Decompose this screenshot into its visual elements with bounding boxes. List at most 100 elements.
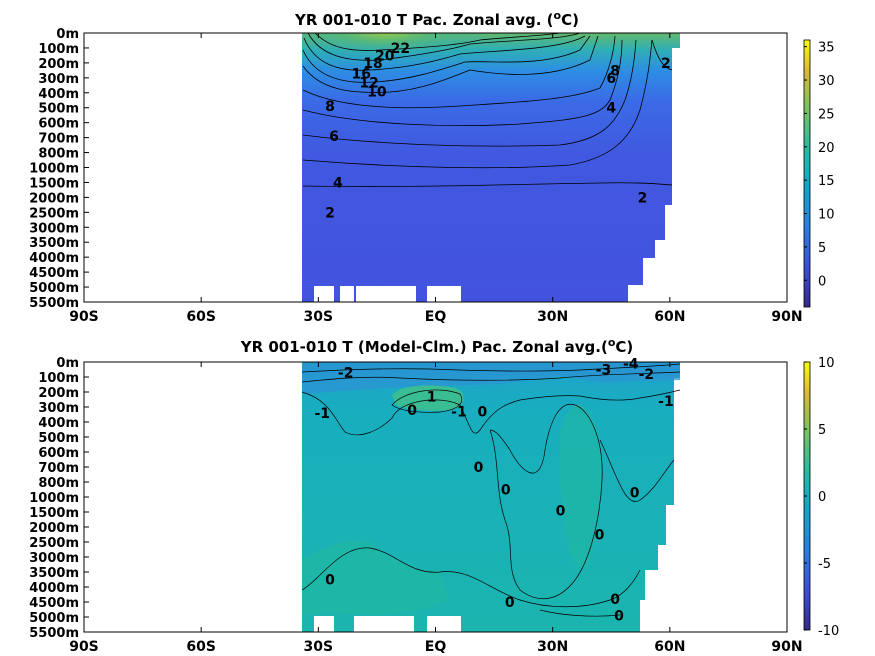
bottom-y-tick-label: 1500m: [29, 506, 79, 521]
bottom-y-tick-label: 700m: [38, 461, 79, 476]
bottom-x-tick-label: 60S: [186, 639, 216, 655]
bottom-contour-label: 0: [556, 504, 566, 520]
bottom-y-tick-label: 2500m: [29, 536, 79, 551]
bottom-panel: YR 001-010 T (Model-Clm.) Pac. Zonal avg…: [29, 336, 839, 655]
bottom-x-tick-label: 30S: [304, 639, 334, 655]
top-y-tick-label: 800m: [38, 147, 79, 162]
bottom-contour-label: 0: [325, 573, 335, 589]
top-chart-title: YR 001-010 T Pac. Zonal avg. (oC): [294, 9, 579, 29]
top-colorbar-tick-label: 10: [818, 208, 835, 223]
top-colorbar-tick-label: 30: [818, 74, 835, 89]
top-y-tick-label: 5500m: [29, 296, 79, 311]
bottom-y-tick-label: 300m: [38, 401, 79, 416]
top-y-tick-label: 1500m: [29, 176, 79, 191]
top-x-tick-label: 90N: [771, 309, 802, 325]
top-y-tick-label: 300m: [38, 72, 79, 87]
top-panel: YR 001-010 T Pac. Zonal avg. (oC) 222018…: [29, 9, 834, 325]
top-contour-label: 8: [610, 63, 620, 79]
bottom-contour-label: 0: [595, 528, 605, 544]
bottom-contour-label: 0: [505, 595, 515, 611]
top-y-tick-label: 3000m: [29, 221, 79, 236]
top-x-tick-label: 30N: [537, 309, 568, 325]
bottom-y-tick-label: 5000m: [29, 611, 79, 626]
top-contour-lines: [302, 32, 673, 187]
bottom-y-tick-label: 1000m: [29, 491, 79, 506]
bottom-contour-label: -1: [451, 405, 467, 421]
bottom-contour-label: -4: [623, 357, 639, 373]
top-y-tick-label: 2500m: [29, 206, 79, 221]
bottom-contour-label: -2: [338, 366, 354, 382]
bottom-colorbar-tick-label: -5: [818, 557, 831, 572]
bottom-contour-label: -3: [596, 363, 612, 379]
top-contour-label: 2: [325, 205, 335, 221]
top-contour-label: 6: [329, 129, 339, 145]
top-y-tick-label: 700m: [38, 132, 79, 147]
bottom-deep-patch: [302, 540, 450, 615]
top-colorbar-tick-label: 25: [818, 107, 835, 122]
bottom-seafloor-gap: [314, 616, 334, 632]
top-y-axis: 0m100m200m300m400m500m600m700m800m1000m1…: [29, 27, 89, 311]
top-x-tick-label: 90S: [69, 309, 99, 325]
bottom-chart-title: YR 001-010 T (Model-Clm.) Pac. Zonal avg…: [240, 336, 634, 356]
bottom-y-tick-label: 600m: [38, 446, 79, 461]
bottom-contour-label: -1: [658, 394, 674, 410]
bottom-contour-label: 0: [610, 592, 620, 608]
bottom-y-tick-label: 100m: [38, 371, 79, 386]
top-seafloor-gap: [340, 286, 354, 302]
top-contour-label: 22: [391, 41, 410, 57]
top-contour-label: 18: [363, 56, 382, 72]
bottom-y-tick-label: 3500m: [29, 566, 79, 581]
top-y-tick-label: 2000m: [29, 191, 79, 206]
top-colorbar-tick-label: 20: [818, 141, 835, 156]
bottom-y-tick-label: 3000m: [29, 551, 79, 566]
bottom-contour-label: 0: [474, 460, 484, 476]
bottom-contour-label: 1: [427, 390, 437, 406]
top-x-axis: 90S 60S 30S EQ 30N 60N 90N: [69, 33, 803, 325]
top-x-tick-label: 60N: [654, 309, 685, 325]
top-contour-label: 20: [375, 48, 395, 64]
top-seafloor-gap: [356, 286, 416, 302]
top-contour-label: 10: [367, 84, 387, 100]
bottom-y-tick-label: 4500m: [29, 596, 79, 611]
bottom-y-tick-label: 200m: [38, 386, 79, 401]
bottom-seafloor-gap: [354, 616, 414, 632]
bottom-y-tick-label: 5500m: [29, 626, 79, 641]
top-y-tick-label: 600m: [38, 117, 79, 132]
bottom-y-tick-label: 4000m: [29, 581, 79, 596]
bottom-contour-label: 0: [630, 486, 640, 502]
bottom-contour-label: 0: [501, 483, 511, 499]
top-y-tick-label: 4000m: [29, 251, 79, 266]
bottom-seafloor-gap: [427, 616, 461, 632]
top-seafloor-gap: [314, 286, 334, 302]
bottom-warm-anomaly: [392, 385, 464, 411]
top-y-tick-label: 100m: [38, 42, 79, 57]
top-contour-label: 16: [352, 66, 371, 82]
bottom-y-tick-label: 2000m: [29, 521, 79, 536]
bottom-x-tick-label: 60N: [654, 639, 685, 655]
bottom-x-axis: 90S 60S 30S EQ 30N 60N 90N: [69, 362, 803, 655]
bottom-y-tick-label: 500m: [38, 431, 79, 446]
top-y-tick-label: 500m: [38, 102, 79, 117]
bottom-y-tick-label: 400m: [38, 416, 79, 431]
top-x-tick-label: EQ: [425, 309, 447, 325]
top-colorbar: [803, 39, 811, 308]
top-y-tick-label: 200m: [38, 57, 79, 72]
top-y-tick-label: 4500m: [29, 266, 79, 281]
bottom-colorbar-tick-label: 5: [818, 423, 826, 438]
bottom-contour-label: -2: [639, 367, 655, 383]
bottom-deep-patch: [559, 404, 602, 569]
top-y-tick-label: 3500m: [29, 236, 79, 251]
bottom-colorbar-ticks: 10 5 0 -5 -10: [804, 356, 839, 639]
bottom-x-tick-label: EQ: [425, 639, 447, 655]
top-warm-core: [302, 33, 600, 105]
bottom-colorbar-tick-label: -10: [818, 624, 839, 639]
top-colorbar-tick-label: 15: [818, 174, 835, 189]
bottom-x-tick-label: 30N: [537, 639, 568, 655]
top-y-tick-label: 400m: [38, 87, 79, 102]
bottom-colorbar-tick-label: 10: [818, 356, 835, 371]
top-seafloor-gap: [427, 286, 461, 302]
bottom-contour-label: -1: [314, 406, 330, 422]
